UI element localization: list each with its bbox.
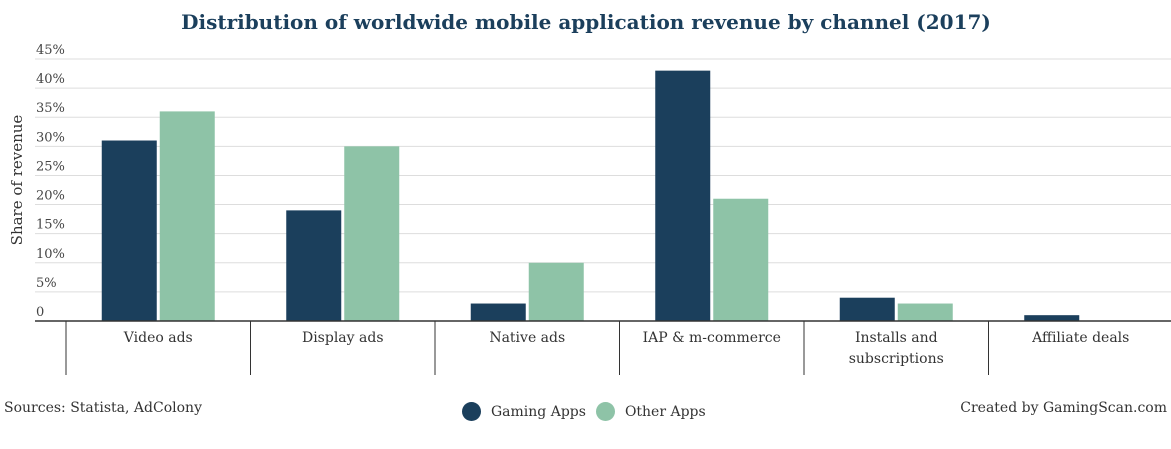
gridlines bbox=[35, 58, 1171, 322]
bar-gaming-apps bbox=[101, 140, 157, 321]
y-tick-label: 40% bbox=[36, 72, 65, 87]
x-category-label: IAP & m-commerce bbox=[643, 330, 781, 346]
y-tick-label: 0 bbox=[36, 305, 44, 320]
bar-gaming-apps bbox=[286, 210, 342, 321]
bar-other-apps bbox=[344, 146, 400, 321]
bar-gaming-apps bbox=[470, 303, 526, 321]
x-category-label: Installs and subscriptions bbox=[849, 330, 944, 367]
x-category-label: Video ads bbox=[123, 330, 193, 346]
y-axis-label: Share of revenue bbox=[8, 115, 26, 246]
y-tick-label: 30% bbox=[36, 130, 65, 145]
legend-swatch-gaming-apps bbox=[462, 402, 481, 421]
x-category-label: Affiliate deals bbox=[1031, 330, 1129, 346]
y-tick-label: 10% bbox=[36, 247, 65, 262]
y-tick-label: 25% bbox=[36, 159, 65, 174]
bar-gaming-apps bbox=[1024, 315, 1080, 321]
y-tick-label: 15% bbox=[36, 218, 65, 233]
x-category-label: Native ads bbox=[489, 330, 565, 346]
bar-gaming-apps bbox=[655, 70, 711, 322]
legend-label-gaming-apps: Gaming Apps bbox=[491, 403, 586, 420]
y-tick-label: 5% bbox=[36, 276, 57, 291]
bar-gaming-apps bbox=[839, 297, 895, 321]
y-tick-label: 35% bbox=[36, 101, 65, 116]
bar-other-apps bbox=[713, 198, 769, 321]
chart-title: Distribution of worldwide mobile applica… bbox=[181, 10, 991, 34]
bar-chart: Distribution of worldwide mobile applica… bbox=[8, 10, 1171, 375]
bars bbox=[101, 70, 1080, 322]
bar-other-apps bbox=[897, 303, 953, 321]
legend-item-other-apps: Other Apps bbox=[595, 402, 706, 421]
legend-label-other-apps: Other Apps bbox=[624, 403, 706, 420]
legend-item-gaming-apps: Gaming Apps bbox=[462, 402, 586, 421]
x-axis: Video ads Display ads Native ads IAP & m-co… bbox=[35, 320, 1171, 375]
y-axis-ticks: 0 5% 10% 15% 20% 25% 30% 35% 40% 45% bbox=[36, 43, 65, 320]
bar-other-apps bbox=[159, 111, 215, 322]
y-tick-label: 20% bbox=[36, 189, 65, 204]
y-tick-label: 45% bbox=[36, 43, 65, 58]
x-category-label: Display ads bbox=[302, 330, 384, 346]
credit-note: Created by GamingScan.com bbox=[960, 400, 1167, 416]
legend-swatch-other-apps bbox=[595, 402, 615, 421]
legend: Gaming Apps Other Apps bbox=[462, 402, 706, 421]
source-note: Sources: Statista, AdColony bbox=[4, 400, 202, 416]
bar-other-apps bbox=[528, 262, 584, 321]
